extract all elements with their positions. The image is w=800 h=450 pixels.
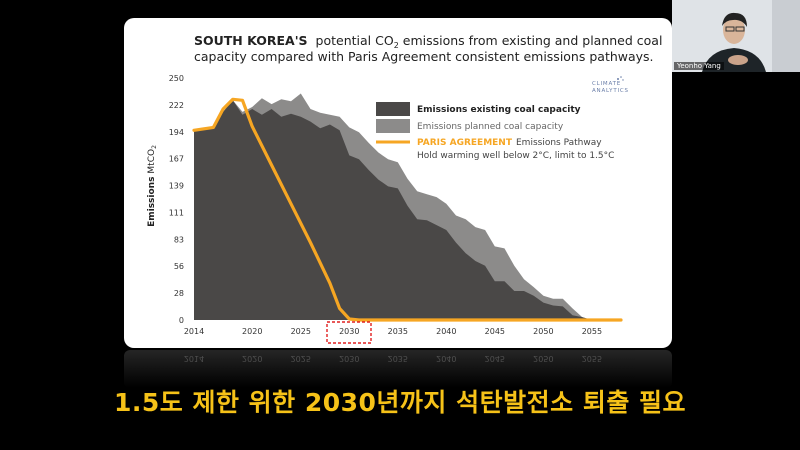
logo-line1: CLIMATE xyxy=(592,81,621,87)
reflection-tick-2040: 2040 xyxy=(436,354,456,363)
legend-label-planned: Emissions planned coal capacity xyxy=(417,122,564,132)
legend-swatch-existing xyxy=(376,102,410,116)
x-tick-2040: 2040 xyxy=(436,327,456,336)
legend-label-paris: PARIS AGREEMENT Emissions Pathway xyxy=(417,138,602,148)
y-tick-111: 111 xyxy=(169,209,184,218)
x-tick-2045: 2045 xyxy=(485,327,505,336)
y-tick-83: 83 xyxy=(174,236,184,245)
y-tick-194: 194 xyxy=(169,128,184,137)
y-tick-0: 0 xyxy=(179,316,184,325)
paris-pathway-line xyxy=(192,97,623,322)
y-tick-56: 56 xyxy=(174,262,184,271)
legend-label-existing: Emissions existing coal capacity xyxy=(417,105,581,115)
participant-name: Yeonho Yang xyxy=(674,62,724,70)
climate-analytics-logo: CLIMATE ANALYTICS xyxy=(592,76,629,94)
x-tick-2014: 2014 xyxy=(184,327,204,336)
y-tick-28: 28 xyxy=(174,289,184,298)
reflection-tick-2014: 2014 xyxy=(184,354,204,363)
reflection-tick-2055: 2055 xyxy=(582,354,602,363)
korean-subtitle: 1.5도 제한 위한 2030년까지 석탄발전소 퇴출 필요 xyxy=(113,388,687,417)
y-tick-250: 250 xyxy=(169,74,184,83)
x-tick-2035: 2035 xyxy=(388,327,408,336)
x-tick-2025: 2025 xyxy=(291,327,311,336)
chart-title-line2: capacity compared with Paris Agreement c… xyxy=(194,49,654,64)
reflection-tick-2020: 2020 xyxy=(242,354,262,363)
legend: Emissions existing coal capacity Emissio… xyxy=(376,102,614,161)
highlight-2030-box xyxy=(326,321,372,344)
chart-title-bold: SOUTH KOREA'S xyxy=(194,33,308,48)
logo-line2: ANALYTICS xyxy=(592,88,629,94)
x-tick-2020: 2020 xyxy=(242,327,262,336)
existing-capacity-area xyxy=(194,100,592,320)
x-tick-2030: 2030 xyxy=(339,327,359,336)
slide-reflection: 2014 2020 2025 2030 2035 2040 2045 2050 2055 xyxy=(124,350,672,388)
y-tick-139: 139 xyxy=(169,181,184,190)
y-axis-label: EmissionsMtCO2 xyxy=(147,145,158,227)
legend-label-paris-line2: Hold warming well below 2°C, limit to 1.… xyxy=(417,151,614,161)
reflection-tick-2030: 2030 xyxy=(339,354,359,363)
x-tick-2050: 2050 xyxy=(533,327,553,336)
legend-swatch-planned xyxy=(376,119,410,133)
reflection-tick-2045: 2045 xyxy=(485,354,505,363)
x-tick-2055: 2055 xyxy=(582,327,602,336)
emissions-chart: SOUTH KOREA'S potential CO2 emissions fr… xyxy=(147,33,662,344)
presentation-slide: SOUTH KOREA'S potential CO2 emissions fr… xyxy=(124,18,672,348)
webcam-thumbnail: Yeonho Yang xyxy=(672,0,800,72)
series-areas xyxy=(192,93,623,322)
y-tick-labels: 250 222 194 167 139 111 83 56 28 0 xyxy=(169,74,184,325)
y-tick-167: 167 xyxy=(169,154,184,163)
reflection-tick-2025: 2025 xyxy=(291,354,311,363)
y-tick-222: 222 xyxy=(169,101,184,110)
x-tick-labels: 2014 2020 2025 2030 2035 2040 2045 2050 2055 xyxy=(184,327,602,336)
reflection-tick-2035: 2035 xyxy=(388,354,408,363)
reflection-tick-2050: 2050 xyxy=(533,354,553,363)
chart-title-line1: SOUTH KOREA'S potential CO2 emissions fr… xyxy=(194,33,662,50)
